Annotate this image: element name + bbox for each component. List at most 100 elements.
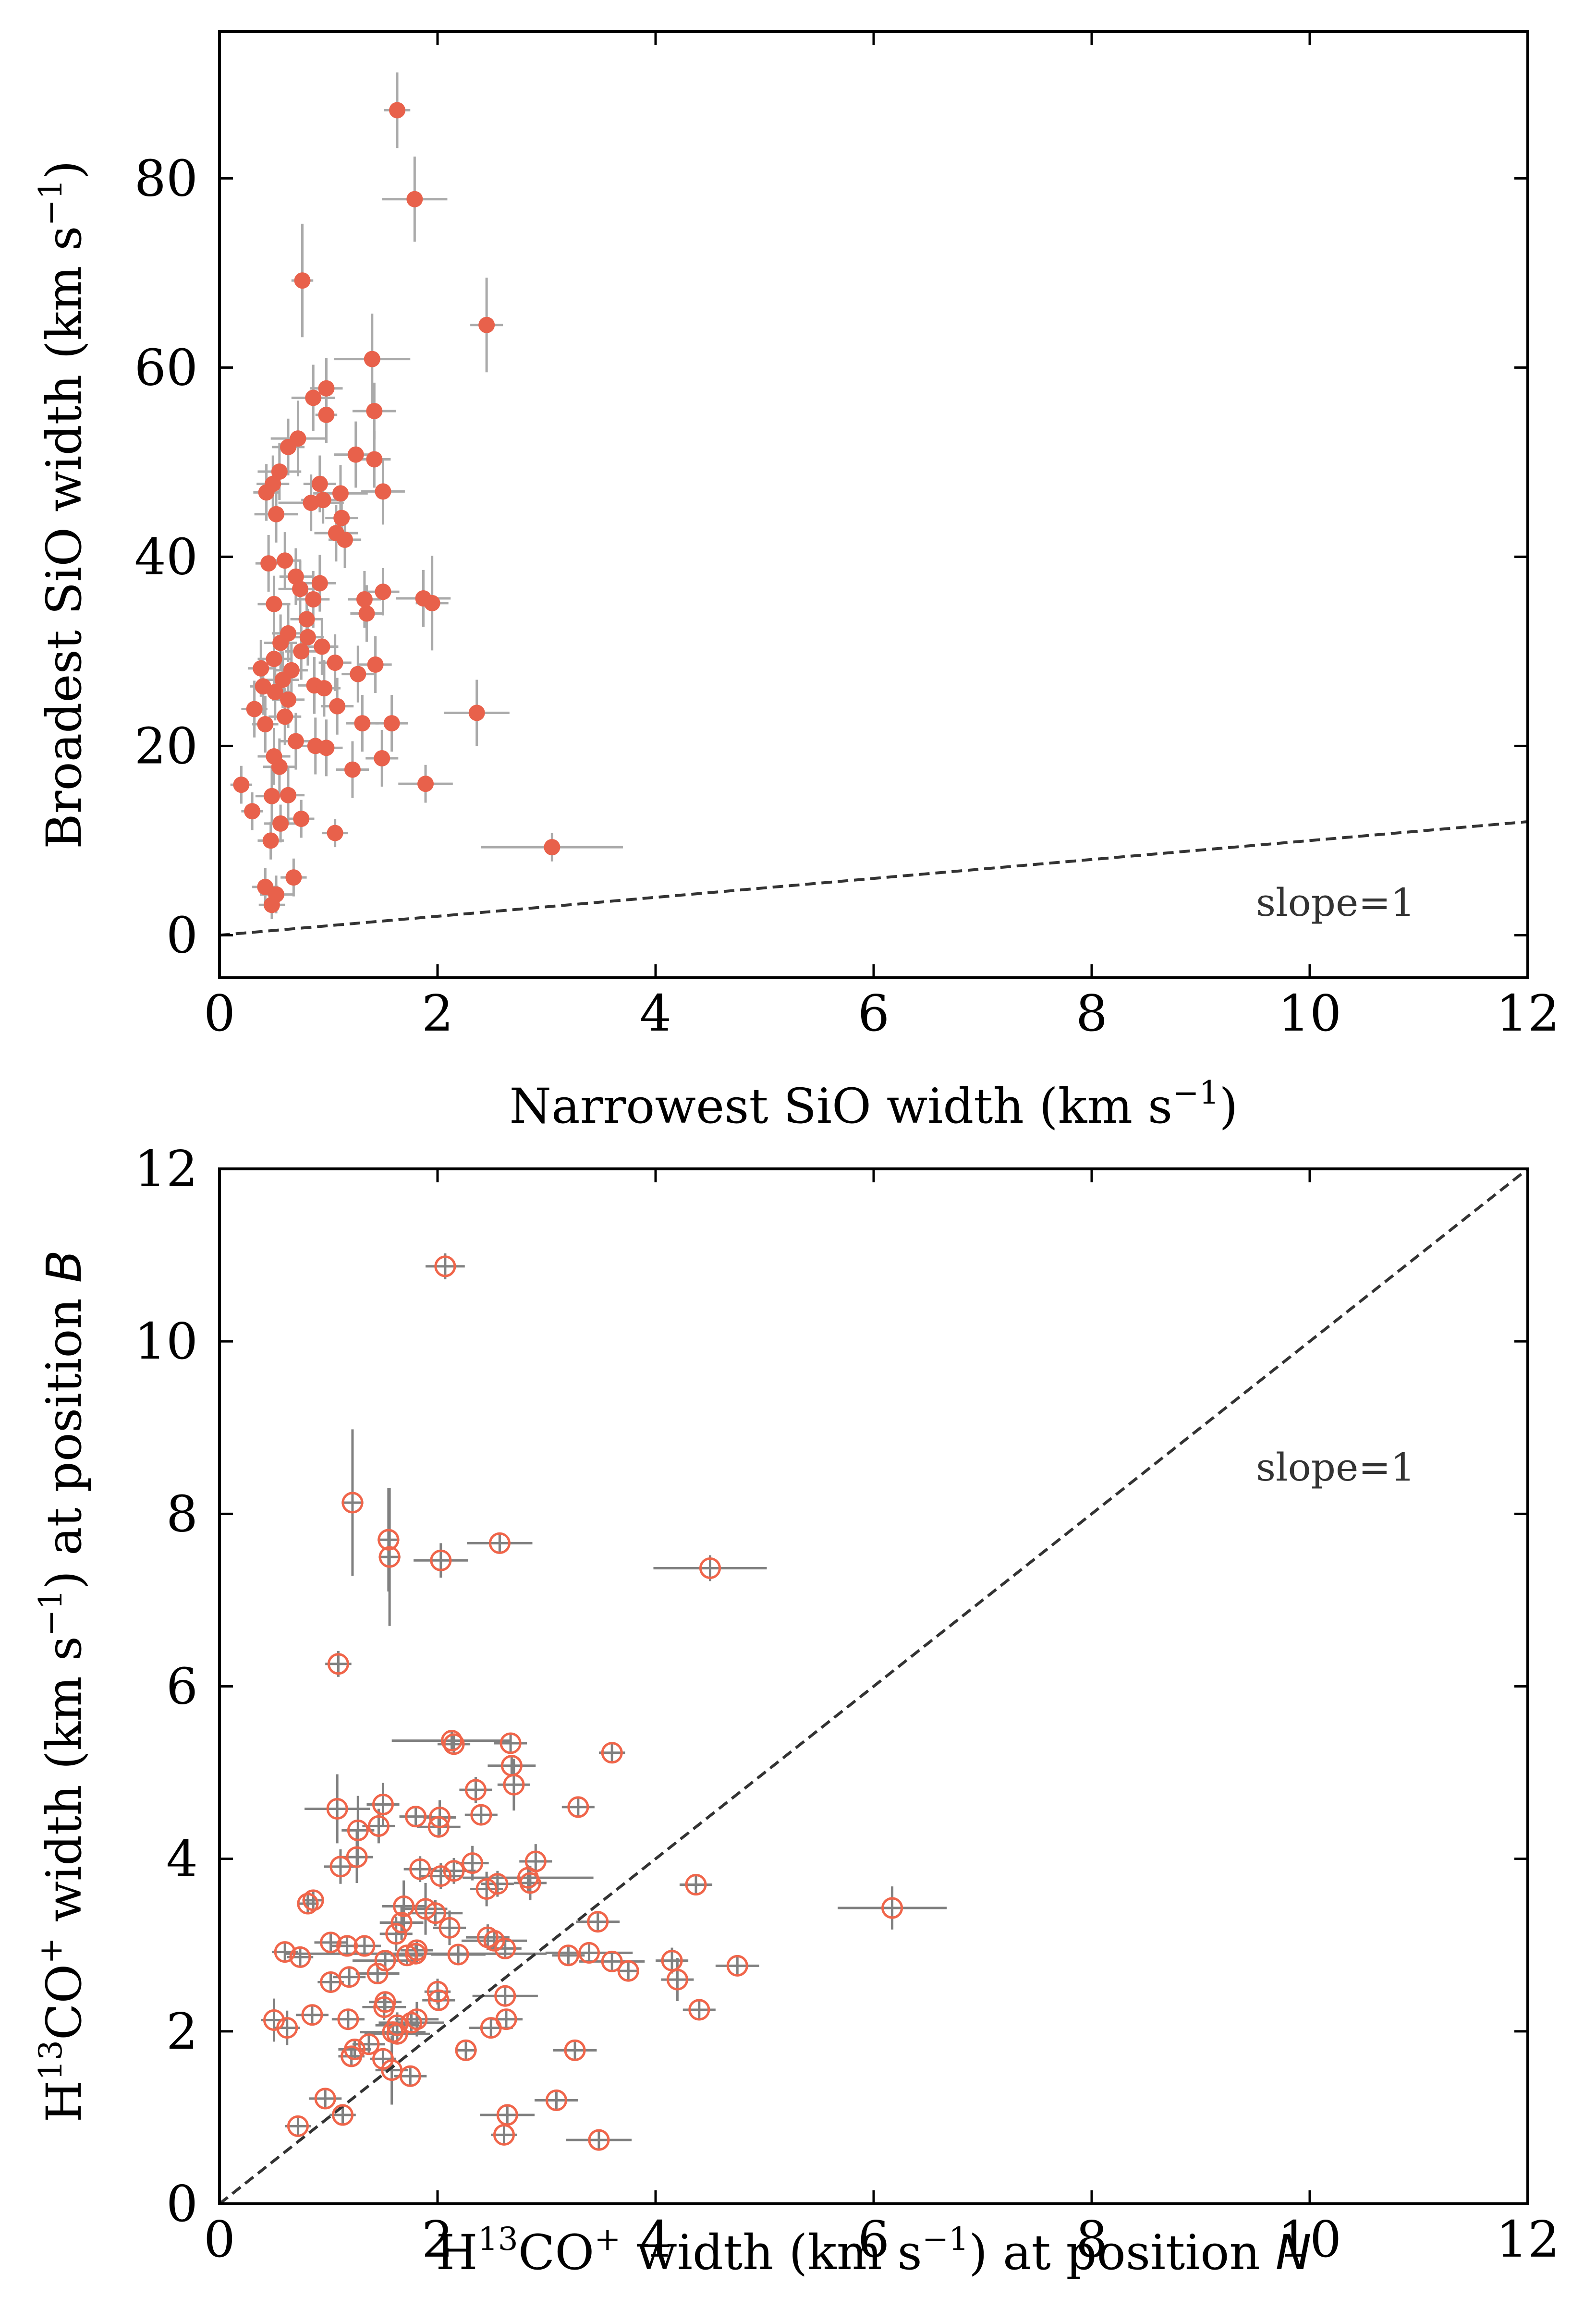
bottom-ticks — [218, 1167, 1529, 2205]
top-point-64 — [318, 740, 335, 756]
top-point-52 — [316, 680, 332, 697]
top-ytick-label-2: 40 — [134, 527, 198, 586]
bottom-point-68 — [320, 1971, 342, 1993]
bottom-point-28 — [409, 1858, 431, 1880]
top-point-77 — [262, 832, 279, 849]
top-point-59 — [257, 716, 274, 733]
top-reference-line — [219, 820, 1528, 937]
top-point-67 — [271, 758, 288, 775]
top-point-32 — [266, 595, 282, 612]
top-point-60 — [354, 715, 371, 732]
top-point-3 — [478, 316, 495, 333]
bottom-point-26 — [462, 1852, 484, 1874]
bottom-point-29 — [443, 1860, 465, 1882]
bottom-point-14 — [464, 1779, 487, 1801]
bottom-point-7 — [327, 1653, 349, 1675]
bottom-point-33 — [487, 1873, 509, 1895]
bottom-point-21 — [367, 1815, 390, 1837]
top-point-31 — [305, 591, 322, 607]
top-point-55 — [329, 698, 346, 715]
bottom-ytick-label-5: 10 — [134, 1312, 198, 1371]
top-point-15 — [311, 475, 328, 492]
top-point-56 — [246, 701, 263, 717]
bottom-point-30 — [430, 1865, 452, 1887]
top-point-79 — [285, 869, 302, 886]
top-x-axis-label: Narrowest SiO width (km s−1) — [509, 1074, 1238, 1134]
bottom-point-80 — [401, 2012, 423, 2034]
bottom-point-44 — [439, 1917, 461, 1939]
bottom-point-67 — [666, 1968, 688, 1991]
bottom-point-45 — [385, 1923, 407, 1945]
top-point-7 — [366, 402, 383, 419]
top-point-53 — [267, 684, 283, 701]
bottom-ytick-label-2: 4 — [166, 1830, 198, 1888]
top-point-74 — [293, 811, 310, 827]
top-point-49 — [274, 671, 291, 688]
top-point-44 — [327, 654, 343, 671]
top-point-22 — [333, 510, 350, 526]
bottom-point-17 — [567, 1796, 589, 1818]
top-point-27 — [287, 568, 304, 585]
bottom-ytick-label-6: 12 — [134, 1140, 198, 1198]
top-point-1 — [406, 191, 423, 207]
bottom-point-86 — [358, 2033, 380, 2055]
top-point-75 — [272, 815, 289, 832]
top-point-6 — [305, 389, 322, 406]
top-point-30 — [375, 583, 391, 600]
bottom-point-57 — [557, 1944, 579, 1967]
top-point-69 — [233, 777, 250, 793]
bottom-point-13 — [503, 1774, 525, 1796]
top-point-28 — [311, 575, 328, 592]
bottom-xtick-label-4: 8 — [1076, 2210, 1108, 2269]
top-ticks — [218, 32, 1529, 978]
bottom-point-76 — [337, 2008, 359, 2030]
bottom-point-88 — [564, 2039, 586, 2061]
top-xtick-label-3: 6 — [858, 984, 889, 1043]
bottom-point-5 — [488, 1532, 511, 1554]
top-point-41 — [314, 638, 330, 655]
bottom-point-0 — [434, 1255, 456, 1277]
top-point-70 — [417, 776, 434, 792]
bottom-x-tick-labels: 0 2 4 6 8 10 12 — [204, 2210, 1559, 2269]
bottom-xtick-label-5: 10 — [1278, 2210, 1341, 2269]
top-xtick-label-4: 8 — [1076, 984, 1108, 1043]
bottom-point-90 — [341, 2045, 363, 2067]
bottom-point-32 — [519, 1872, 541, 1894]
bottom-point-18 — [429, 1806, 451, 1828]
bottom-point-38 — [393, 1895, 415, 1917]
top-point-36 — [358, 605, 375, 622]
bottom-errorbars — [261, 1253, 947, 2149]
bottom-point-2 — [378, 1529, 400, 1551]
bottom-point-83 — [480, 2017, 502, 2039]
top-point-18 — [375, 483, 391, 500]
bottom-point-24 — [346, 1846, 368, 1868]
bottom-point-56 — [447, 1944, 469, 1966]
bottom-point-39 — [414, 1898, 437, 1920]
bottom-point-70 — [494, 1985, 516, 2007]
bottom-point-1 — [341, 1492, 364, 1514]
bottom-point-23 — [347, 1819, 369, 1841]
top-point-42 — [293, 643, 310, 660]
bottom-point-59 — [289, 1946, 311, 1968]
bottom-point-22 — [427, 1816, 450, 1838]
top-reference-line-group — [219, 820, 1528, 937]
bottom-reference-line-group — [219, 1167, 1529, 2205]
bottom-point-42 — [390, 1912, 413, 1934]
bottom-point-15 — [372, 1794, 394, 1816]
top-point-71 — [263, 788, 280, 804]
top-point-11 — [347, 446, 364, 463]
bottom-point-50 — [353, 1935, 376, 1957]
top-point-45 — [367, 656, 384, 673]
bottom-point-100 — [588, 2129, 610, 2151]
bottom-point-47 — [483, 1930, 505, 1952]
bottom-point-73 — [373, 1996, 395, 2018]
bottom-xtick-label-6: 12 — [1496, 2210, 1559, 2269]
bottom-point-49 — [336, 1935, 358, 1957]
bottom-point-53 — [274, 1941, 296, 1963]
bottom-point-8 — [441, 1730, 463, 1752]
top-ytick-label-0: 0 — [166, 906, 198, 964]
top-point-16 — [258, 484, 275, 501]
top-xtick-label-5: 10 — [1278, 984, 1341, 1043]
top-point-73 — [244, 803, 261, 820]
bottom-xtick-label-2: 4 — [640, 2210, 671, 2269]
